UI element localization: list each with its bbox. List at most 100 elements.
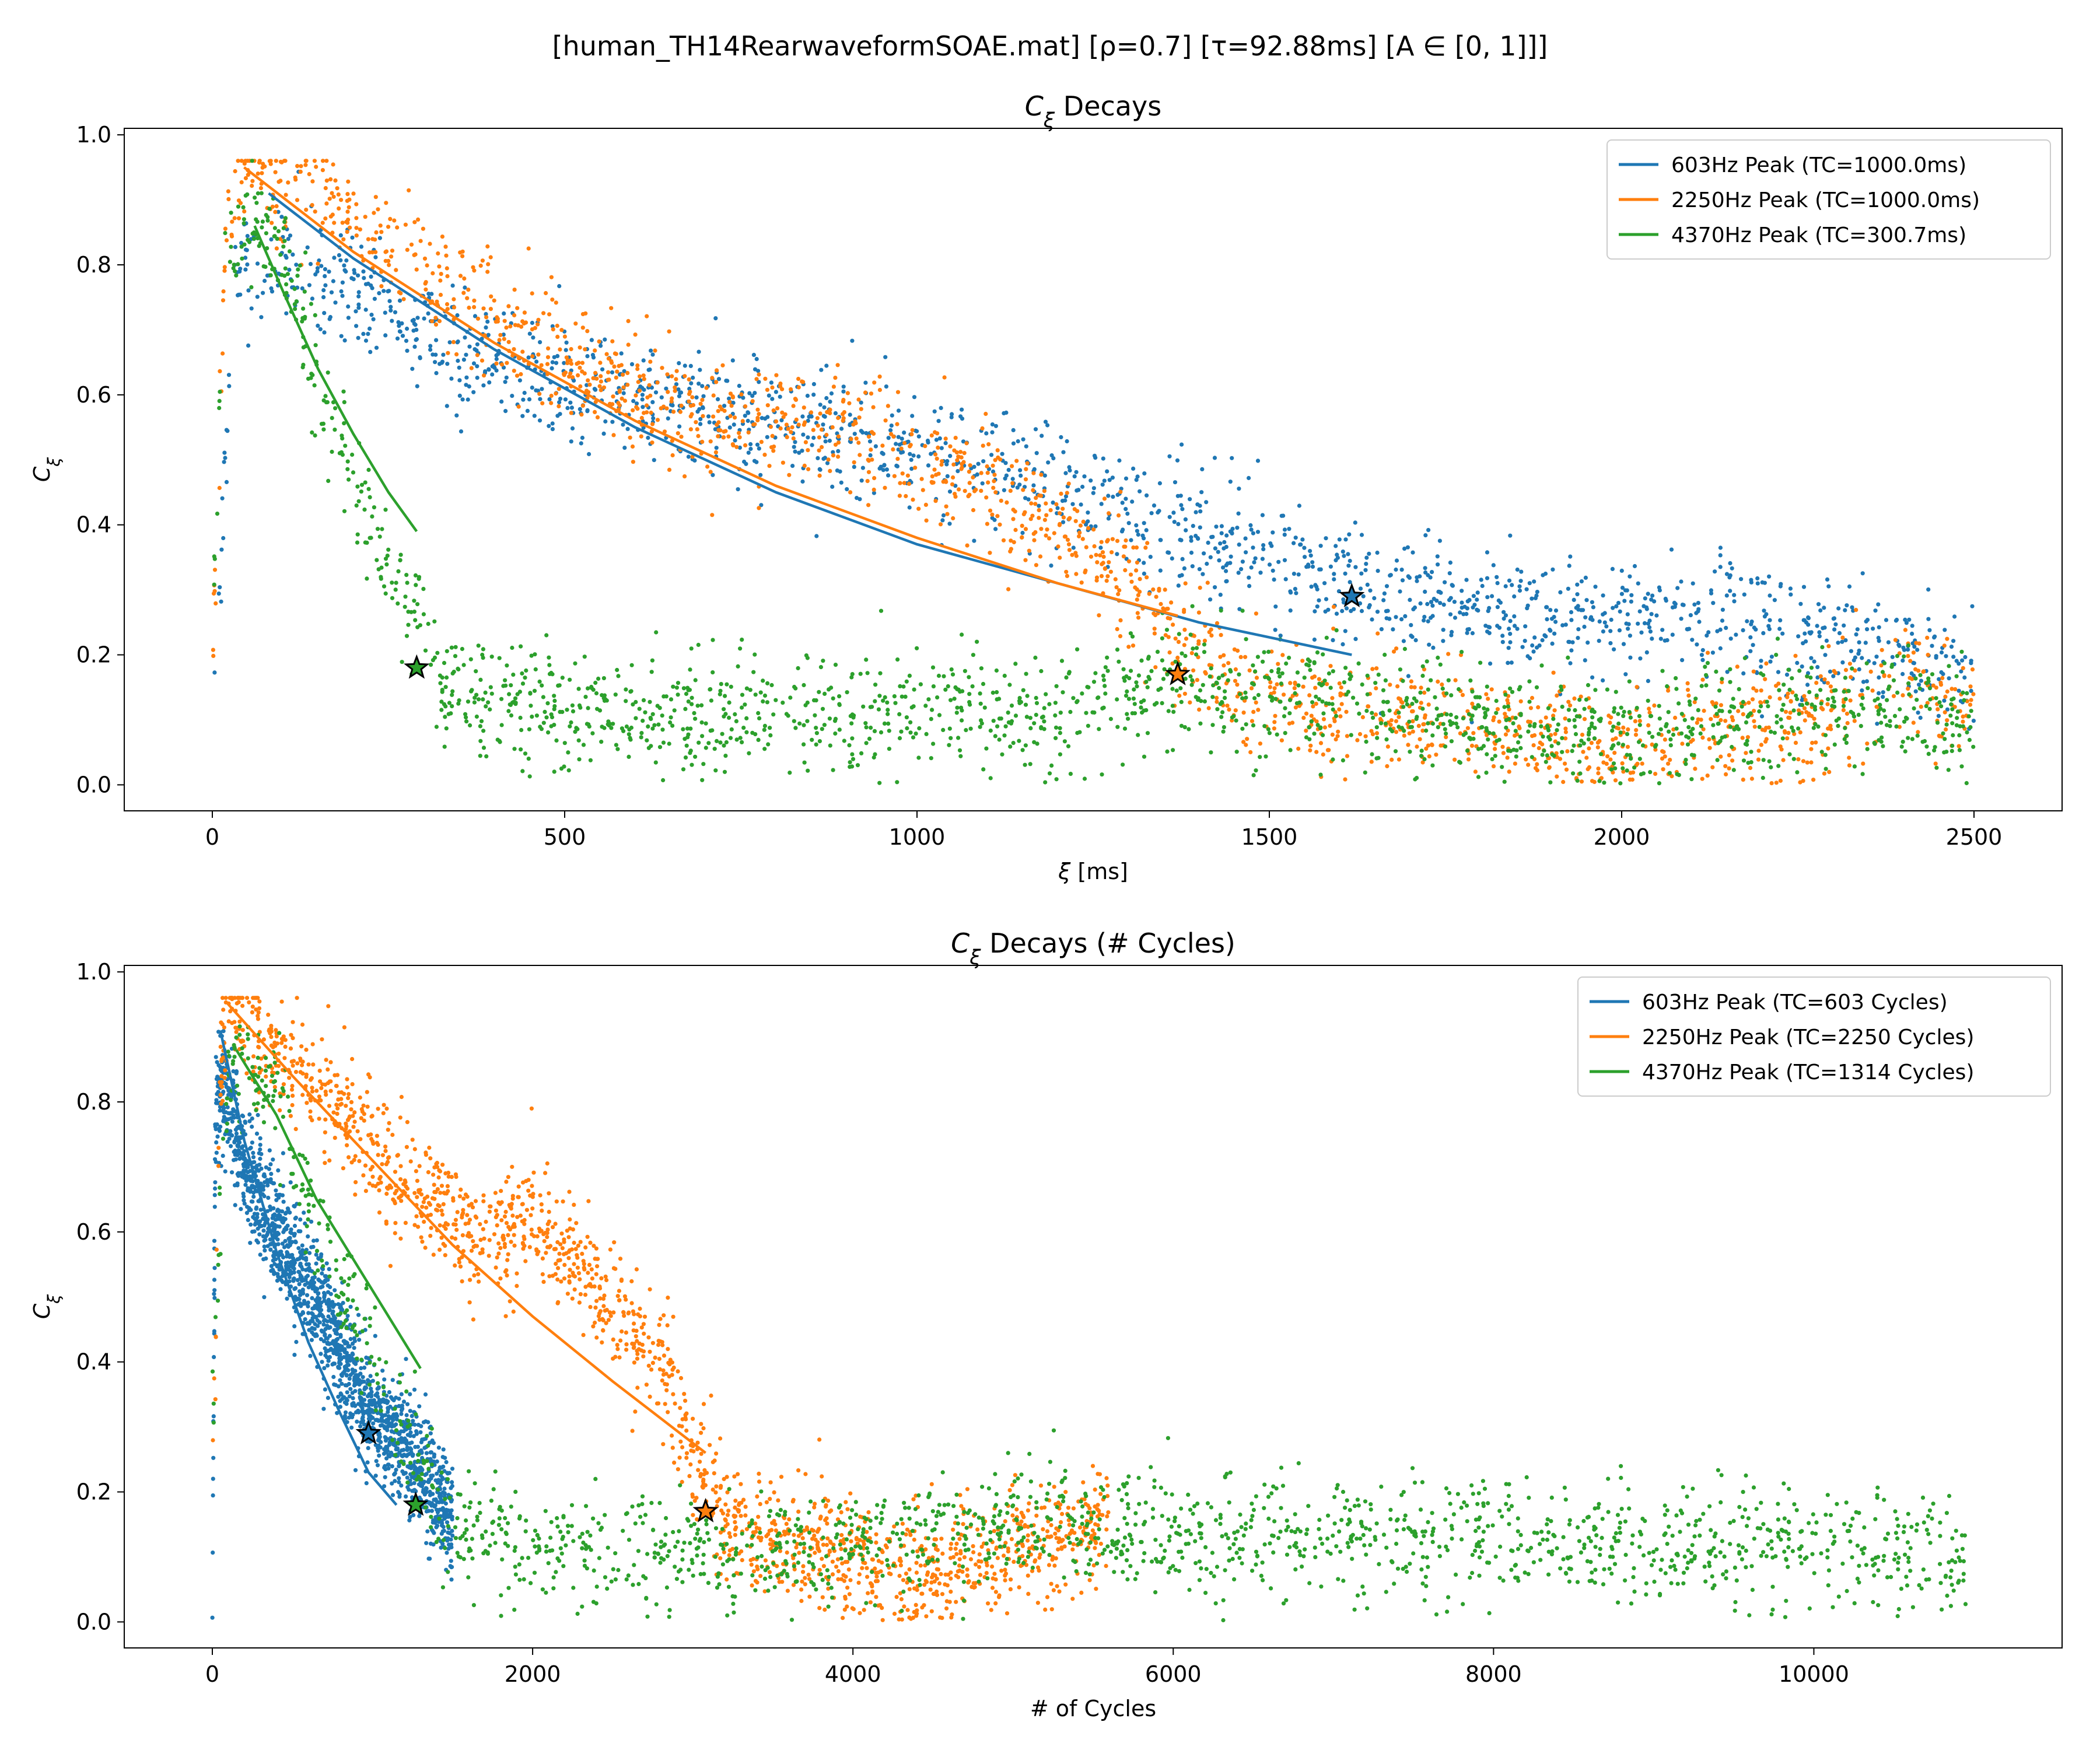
scatter-point-2 — [450, 671, 455, 676]
scatter-point-1 — [332, 220, 337, 225]
scatter-point-1 — [872, 431, 876, 436]
scatter-point-1 — [307, 172, 312, 177]
scatter-point-2 — [313, 433, 317, 438]
scatter-point-2 — [822, 691, 827, 696]
scatter-point-2 — [756, 737, 761, 742]
scatter-point-2 — [570, 703, 575, 708]
scatter-point-1 — [374, 230, 379, 235]
scatter-point-1 — [351, 191, 356, 196]
scatter-point-2 — [756, 710, 761, 716]
scatter-point-0 — [1857, 648, 1861, 653]
scatter-point-1 — [981, 443, 985, 448]
scatter-point-1 — [985, 471, 990, 475]
scatter-point-2 — [375, 527, 380, 531]
scatter-point-0 — [570, 426, 575, 431]
scatter-point-1 — [1369, 760, 1374, 764]
scatter-point-2 — [1823, 752, 1828, 757]
scatter-point-2 — [893, 701, 898, 705]
scatter-point-1 — [1052, 531, 1056, 536]
scatter-point-0 — [356, 290, 361, 295]
scatter-point-1 — [541, 311, 546, 316]
scatter-point-2 — [1042, 719, 1046, 724]
scatter-point-0 — [1704, 633, 1709, 638]
scatter-point-0 — [1569, 618, 1574, 622]
scatter-point-0 — [1586, 640, 1590, 645]
scatter-point-0 — [1402, 547, 1407, 551]
scatter-point-0 — [860, 466, 865, 470]
scatter-point-0 — [1182, 566, 1186, 571]
scatter-point-0 — [1406, 674, 1410, 678]
scatter-point-1 — [853, 419, 858, 424]
scatter-point-2 — [878, 730, 884, 735]
scatter-point-0 — [1002, 488, 1006, 492]
scatter-point-1 — [1849, 675, 1853, 680]
scatter-point-2 — [1637, 757, 1642, 761]
scatter-point-0 — [1639, 630, 1644, 635]
scatter-point-0 — [1560, 623, 1565, 628]
scatter-point-2 — [396, 569, 401, 574]
scatter-point-0 — [827, 439, 832, 443]
scatter-point-1 — [647, 383, 652, 387]
scatter-point-2 — [1440, 686, 1445, 691]
scatter-point-1 — [274, 204, 279, 209]
scatter-point-0 — [950, 412, 954, 416]
scatter-point-2 — [1202, 650, 1207, 654]
scatter-point-2 — [1917, 686, 1922, 691]
scatter-point-1 — [598, 374, 603, 379]
scatter-point-0 — [1637, 609, 1642, 614]
scatter-point-0 — [1140, 533, 1145, 538]
scatter-point-2 — [538, 724, 542, 729]
scatter-point-2 — [1559, 688, 1564, 692]
scatter-point-0 — [1394, 558, 1399, 563]
scatter-point-2 — [412, 598, 416, 603]
scatter-point-2 — [1698, 731, 1703, 736]
scatter-point-0 — [940, 518, 945, 523]
scatter-point-1 — [951, 516, 956, 521]
scatter-point-0 — [1224, 545, 1228, 550]
scatter-point-0 — [1368, 588, 1373, 593]
scatter-point-2 — [738, 736, 743, 740]
scatter-point-0 — [369, 283, 373, 288]
scatter-point-1 — [1802, 694, 1807, 698]
scatter-point-2 — [868, 705, 873, 709]
scatter-point-0 — [1352, 607, 1356, 611]
scatter-point-1 — [641, 373, 646, 378]
scatter-point-1 — [1547, 765, 1552, 769]
scatter-point-0 — [867, 439, 873, 444]
scatter-point-0 — [1800, 664, 1804, 669]
scatter-point-1 — [667, 329, 671, 334]
scatter-point-2 — [1275, 732, 1279, 737]
scatter-point-2 — [223, 230, 228, 236]
scatter-point-2 — [1334, 713, 1339, 718]
scatter-point-0 — [1447, 571, 1452, 576]
scatter-point-1 — [569, 411, 573, 415]
scatter-point-2 — [1800, 703, 1804, 708]
scatter-point-0 — [1628, 634, 1632, 638]
scatter-point-0 — [1376, 569, 1380, 573]
scatter-point-1 — [345, 229, 349, 234]
scatter-point-1 — [1601, 760, 1606, 765]
scatter-point-2 — [366, 467, 371, 473]
scatter-point-1 — [386, 225, 391, 229]
scatter-point-1 — [666, 390, 670, 394]
scatter-point-2 — [593, 680, 598, 685]
scatter-point-0 — [1431, 645, 1436, 650]
scatter-point-2 — [527, 774, 532, 779]
scatter-point-1 — [1321, 752, 1325, 757]
scatter-point-0 — [459, 429, 464, 434]
scatter-point-0 — [1464, 578, 1469, 582]
scatter-point-1 — [1426, 702, 1431, 707]
scatter-point-0 — [1660, 628, 1665, 632]
scatter-point-1 — [1718, 754, 1723, 759]
scatter-point-0 — [1269, 544, 1274, 548]
scatter-point-0 — [755, 442, 760, 447]
scatter-point-2 — [1949, 702, 1954, 707]
scatter-point-0 — [897, 442, 902, 447]
scatter-point-1 — [831, 453, 836, 458]
scatter-point-0 — [1288, 589, 1293, 594]
scatter-point-0 — [484, 325, 488, 330]
scatter-point-2 — [296, 267, 300, 272]
scatter-point-0 — [1131, 466, 1136, 471]
scatter-point-0 — [484, 312, 488, 317]
scatter-point-2 — [404, 573, 409, 578]
